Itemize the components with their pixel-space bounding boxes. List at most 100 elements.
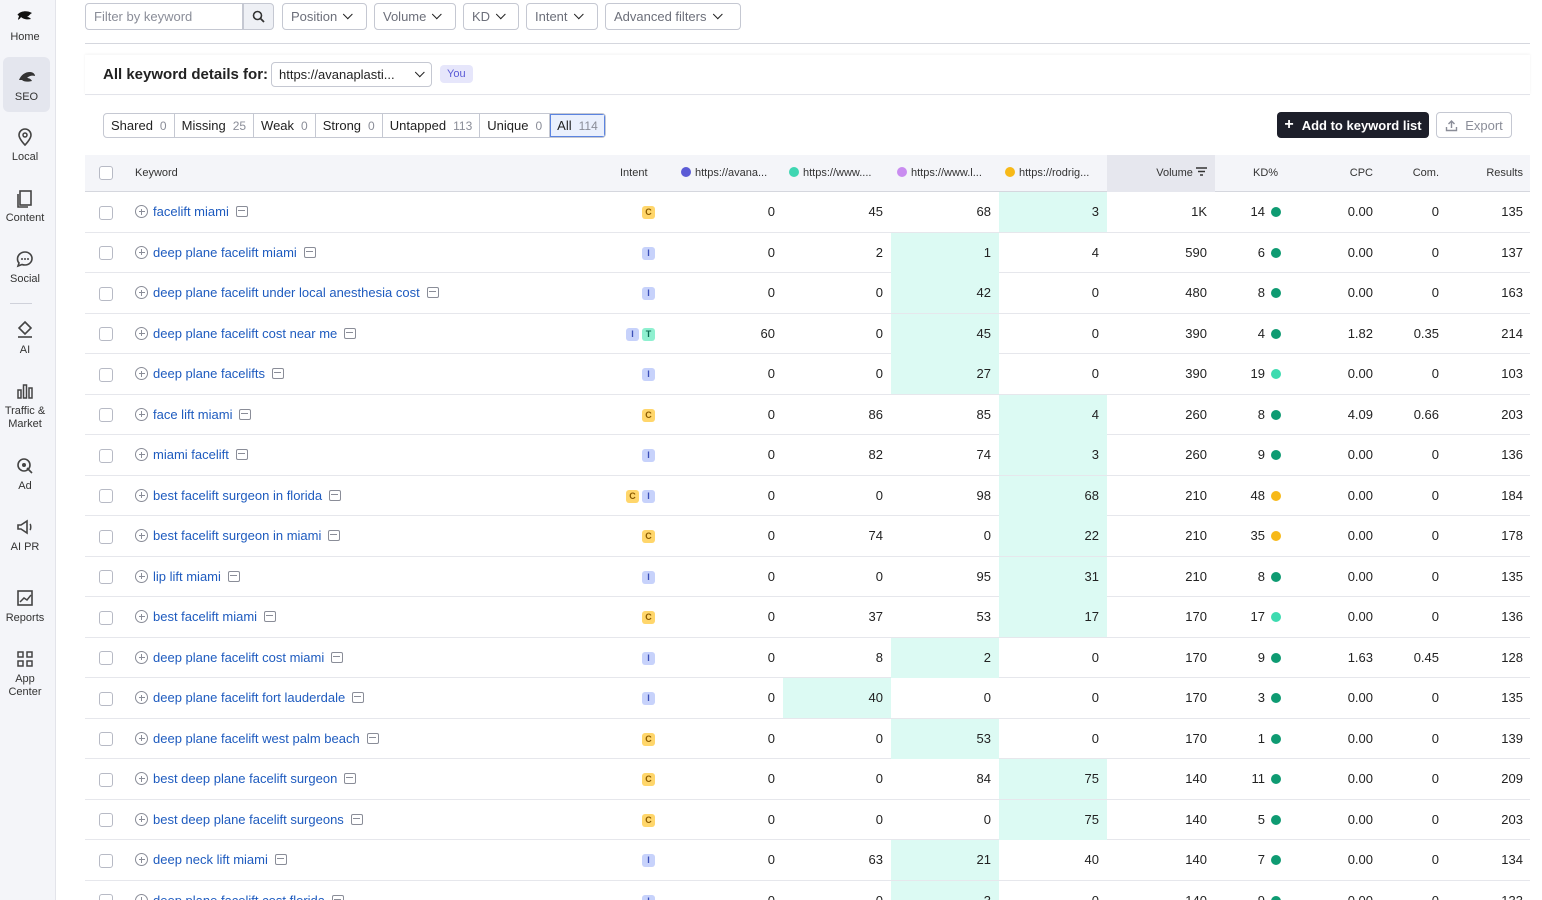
col-keyword[interactable]: Keyword [135,167,178,179]
row-checkbox[interactable] [99,314,113,354]
serp-features-icon[interactable] [331,651,344,663]
keyword-link[interactable]: best deep plane facelift surgeon [153,771,338,786]
tab-all[interactable]: All 114 [550,114,605,137]
search-button[interactable] [243,3,274,30]
tab-weak[interactable]: Weak 0 [254,114,316,137]
row-checkbox[interactable] [99,516,113,556]
intent-filter-dropdown[interactable]: Intent [526,3,598,30]
keyword-link[interactable]: deep plane facelift cost miami [153,649,325,665]
col-intent[interactable]: Intent [620,167,648,179]
add-keyword-icon[interactable] [135,731,148,745]
serp-features-icon[interactable] [350,813,363,825]
keyword-link[interactable]: face lift miami [153,406,233,422]
kd-filter-dropdown[interactable]: KD [463,3,519,30]
nav-local[interactable]: Local [0,126,50,170]
serp-features-icon[interactable] [344,773,357,784]
serp-features-icon[interactable] [264,611,277,622]
row-checkbox[interactable] [99,840,113,880]
add-keyword-icon[interactable] [135,367,148,380]
serp-features-icon[interactable] [274,854,287,865]
nav-reports[interactable]: Reports [0,587,50,631]
keyword-filter-input[interactable] [85,3,243,30]
volume-filter-dropdown[interactable]: Volume [374,3,456,30]
add-keyword-icon[interactable] [135,610,148,623]
keyword-link[interactable]: best facelift surgeon in miami [153,528,322,543]
tab-unique[interactable]: Unique 0 [480,114,551,137]
serp-features-icon[interactable] [426,287,439,298]
row-checkbox[interactable] [99,233,113,273]
col-volume[interactable]: Volume [1107,155,1215,192]
add-keyword-icon[interactable] [135,286,148,299]
serp-features-icon[interactable] [227,570,240,582]
add-keyword-icon[interactable] [135,488,148,502]
keyword-link[interactable]: deep plane facelift fort lauderdale [153,690,346,705]
row-checkbox[interactable] [99,476,113,516]
keyword-link[interactable]: deep neck lift miami [153,852,268,867]
nav-ai-pr[interactable]: AI PR [0,516,50,560]
serp-features-icon[interactable] [352,692,365,703]
add-keyword-icon[interactable] [135,448,148,461]
add-to-keyword-list-button[interactable]: + Add to keyword list [1277,112,1429,138]
add-keyword-icon[interactable] [135,407,148,421]
serp-features-icon[interactable] [235,449,248,460]
export-button[interactable]: Export [1436,112,1512,138]
nav-traffic-market[interactable]: Traffic & Market [0,380,50,436]
serp-features-icon[interactable] [344,327,357,339]
nav-home[interactable]: Home [0,6,50,50]
nav-social[interactable]: Social [0,248,50,292]
row-checkbox[interactable] [99,557,113,597]
nav-content[interactable]: Content [0,187,50,231]
keyword-link[interactable]: best facelift surgeon in florida [153,487,323,503]
col-cpc[interactable]: CPC [1349,167,1373,179]
serp-features-icon[interactable] [303,246,316,258]
add-keyword-icon[interactable] [135,772,148,785]
domain-select[interactable]: https://avanaplasti... [271,62,432,87]
tab-missing[interactable]: Missing 25 [175,114,255,137]
row-checkbox[interactable] [99,759,113,799]
keyword-link[interactable]: deep plane facelifts [153,366,266,381]
col-com[interactable]: Com. [1412,167,1439,179]
advanced-filters-dropdown[interactable]: Advanced filters [605,3,741,30]
serp-features-icon[interactable] [239,408,252,420]
row-checkbox[interactable] [99,881,113,900]
serp-features-icon[interactable] [272,368,285,379]
tab-shared[interactable]: Shared 0 [104,114,175,137]
nav-seo[interactable]: SEO [3,57,50,112]
keyword-link[interactable]: deep plane facelift west palm beach [153,730,360,746]
row-checkbox[interactable] [99,192,113,232]
row-checkbox[interactable] [99,800,113,840]
add-keyword-icon[interactable] [135,569,148,583]
col-kd[interactable]: KD% [1253,167,1279,179]
row-checkbox[interactable] [99,638,113,678]
keyword-link[interactable]: best deep plane facelift surgeons [153,811,344,827]
add-keyword-icon[interactable] [135,245,148,259]
row-checkbox[interactable] [99,597,113,637]
row-checkbox[interactable] [99,678,113,718]
serp-features-icon[interactable] [329,489,342,501]
row-checkbox[interactable] [99,273,113,313]
select-all-checkbox[interactable] [99,155,113,192]
keyword-link[interactable]: best facelift miami [153,609,258,624]
keyword-link[interactable]: miami facelift [153,447,229,462]
add-keyword-icon[interactable] [135,853,148,866]
tab-untapped[interactable]: Untapped 113 [383,114,481,137]
keyword-link[interactable]: deep plane facelift under local anesthes… [153,285,420,300]
col-results[interactable]: Results [1486,167,1523,179]
nav-ad[interactable]: Ad [0,455,50,499]
row-checkbox[interactable] [99,395,113,435]
add-keyword-icon[interactable] [135,326,148,340]
keyword-link[interactable]: lip lift miami [153,568,221,584]
add-keyword-icon[interactable] [135,205,148,218]
position-filter-dropdown[interactable]: Position [282,3,367,30]
keyword-link[interactable]: facelift miami [153,204,229,219]
add-keyword-icon[interactable] [135,893,148,900]
serp-features-icon[interactable] [332,894,344,900]
tab-strong[interactable]: Strong 0 [316,114,383,137]
add-keyword-icon[interactable] [135,812,148,826]
serp-features-icon[interactable] [366,732,379,744]
row-checkbox[interactable] [99,719,113,759]
nav-app-center[interactable]: App Center [0,648,50,704]
row-checkbox[interactable] [99,435,113,475]
col-domain-1[interactable]: https://avana... [681,155,767,192]
add-keyword-icon[interactable] [135,691,148,704]
